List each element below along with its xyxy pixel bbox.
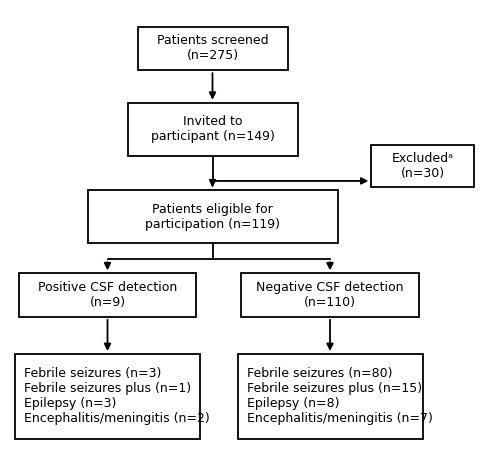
Text: Patients eligible for
participation (n=119): Patients eligible for participation (n=1… (145, 203, 280, 230)
FancyBboxPatch shape (15, 354, 200, 439)
FancyBboxPatch shape (88, 190, 338, 243)
FancyBboxPatch shape (242, 273, 419, 317)
Text: Negative CSF detection
(n=110): Negative CSF detection (n=110) (256, 281, 404, 309)
FancyBboxPatch shape (138, 26, 288, 71)
Text: Positive CSF detection
(n=9): Positive CSF detection (n=9) (38, 281, 177, 309)
Text: Febrile seizures (n=3)
Febrile seizures plus (n=1)
Epilepsy (n=3)
Encephalitis/m: Febrile seizures (n=3) Febrile seizures … (24, 367, 210, 426)
Text: Excludedᵃ
(n=30): Excludedᵃ (n=30) (392, 152, 454, 180)
FancyBboxPatch shape (371, 145, 474, 187)
Text: Patients screened
(n=275): Patients screened (n=275) (156, 35, 268, 62)
Text: Febrile seizures (n=80)
Febrile seizures plus (n=15)
Epilepsy (n=8)
Encephalitis: Febrile seizures (n=80) Febrile seizures… (246, 367, 432, 426)
Text: Invited to
participant (n=149): Invited to participant (n=149) (150, 115, 274, 143)
FancyBboxPatch shape (19, 273, 196, 317)
FancyBboxPatch shape (238, 354, 422, 439)
FancyBboxPatch shape (128, 103, 298, 156)
